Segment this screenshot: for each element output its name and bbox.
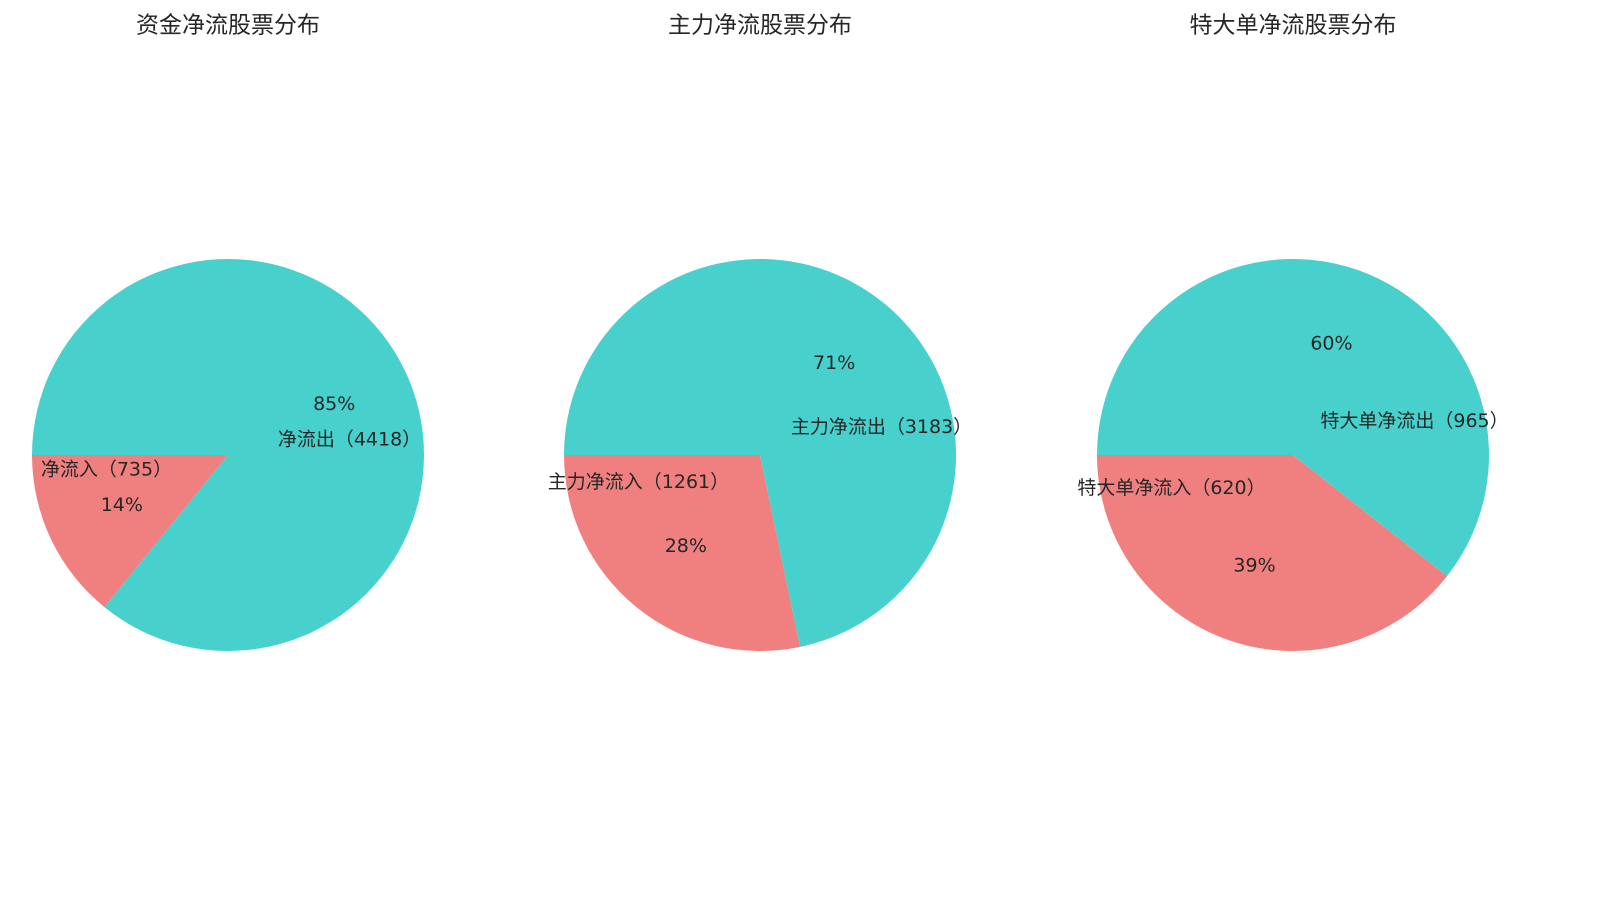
pie-slice [32, 455, 228, 608]
pie-slice [564, 258, 957, 647]
pie-slice [1097, 455, 1448, 651]
slice-label: 特大单净流入（620） [1077, 477, 1265, 499]
pie-slice [32, 258, 424, 651]
percent-label: 71% [813, 352, 855, 374]
percent-label: 60% [1310, 332, 1352, 354]
percent-label: 28% [665, 535, 707, 557]
pie-slice [564, 455, 801, 651]
pie-slice [1097, 258, 1489, 577]
percent-label: 39% [1233, 555, 1275, 577]
percent-label: 14% [101, 494, 143, 516]
chart-title: 特大单净流股票分布 [1190, 13, 1397, 39]
percent-label: 85% [313, 393, 355, 415]
slice-label: 主力净流出（3183） [791, 416, 972, 438]
chart-title: 主力净流股票分布 [668, 13, 852, 39]
slice-label: 净流入（735） [41, 459, 172, 481]
chart-title: 资金净流股票分布 [136, 13, 320, 39]
slice-label: 特大单净流出（965） [1320, 410, 1508, 432]
slice-label: 主力净流入（1261） [548, 471, 729, 493]
slice-label: 净流出（4418） [278, 428, 421, 450]
